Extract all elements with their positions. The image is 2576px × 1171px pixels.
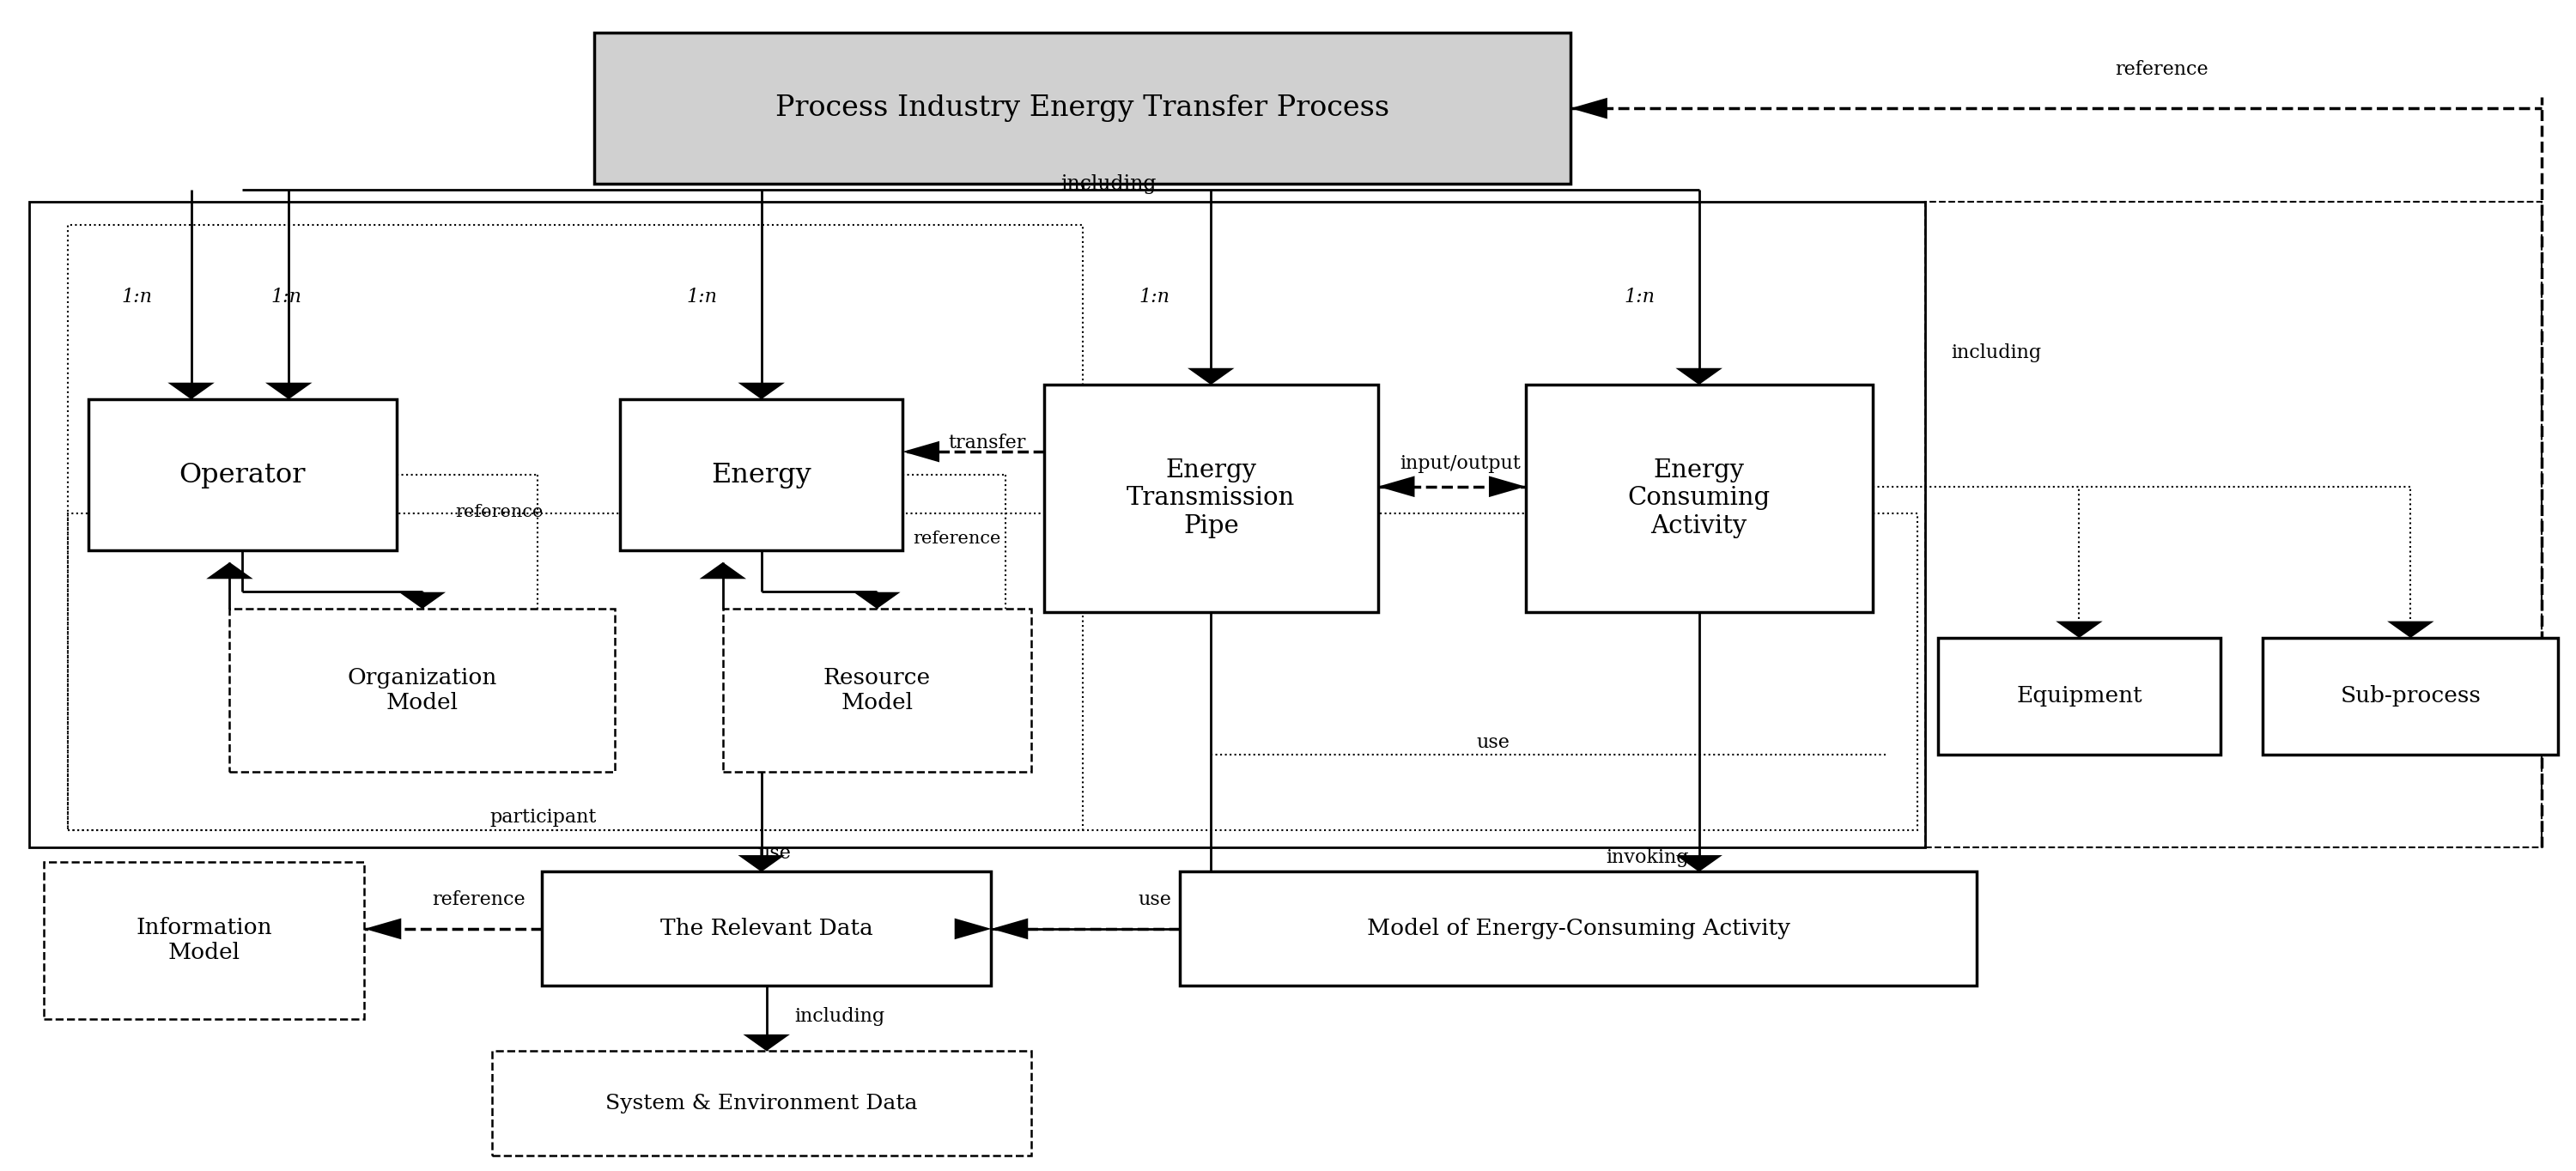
Text: 1:n: 1:n <box>688 287 719 307</box>
Text: Model of Energy-Consuming Activity: Model of Energy-Consuming Activity <box>1368 918 1790 939</box>
Text: 1:n: 1:n <box>1625 287 1656 307</box>
Polygon shape <box>1188 368 1234 385</box>
Polygon shape <box>265 383 312 399</box>
Polygon shape <box>167 383 214 399</box>
Text: transfer: transfer <box>948 434 1025 453</box>
Polygon shape <box>206 562 252 578</box>
Text: Energy: Energy <box>711 461 811 488</box>
Text: Resource
Model: Resource Model <box>824 667 930 713</box>
Text: Organization
Model: Organization Model <box>348 667 497 713</box>
Text: 1:n: 1:n <box>1139 287 1170 307</box>
Polygon shape <box>992 918 1028 939</box>
Text: reference: reference <box>2115 61 2208 80</box>
FancyBboxPatch shape <box>1043 385 1378 611</box>
Text: use: use <box>1476 733 1510 752</box>
Text: including: including <box>796 1007 886 1026</box>
Polygon shape <box>742 1034 791 1052</box>
Text: participant: participant <box>489 808 598 827</box>
Polygon shape <box>1674 368 1723 385</box>
Polygon shape <box>956 918 992 939</box>
Text: The Relevant Data: The Relevant Data <box>659 918 873 939</box>
Text: Energy
Consuming
Activity: Energy Consuming Activity <box>1628 458 1770 537</box>
Text: 1:n: 1:n <box>270 287 301 307</box>
Text: System & Environment Data: System & Environment Data <box>605 1094 917 1114</box>
Polygon shape <box>737 383 786 399</box>
FancyBboxPatch shape <box>44 862 363 1019</box>
Text: Equipment: Equipment <box>2017 685 2143 707</box>
FancyBboxPatch shape <box>88 399 397 550</box>
FancyBboxPatch shape <box>1180 871 1976 986</box>
Text: reference: reference <box>433 890 526 909</box>
Polygon shape <box>1489 475 1525 498</box>
Text: Process Industry Energy Transfer Process: Process Industry Energy Transfer Process <box>775 95 1388 122</box>
Polygon shape <box>1674 855 1723 871</box>
FancyBboxPatch shape <box>2262 638 2558 754</box>
FancyBboxPatch shape <box>595 33 1571 184</box>
Text: input/output: input/output <box>1399 453 1520 473</box>
Text: invoking: invoking <box>1607 848 1690 868</box>
FancyBboxPatch shape <box>492 1052 1030 1156</box>
Text: reference: reference <box>456 504 544 520</box>
Polygon shape <box>701 562 747 578</box>
Text: including: including <box>1950 343 2040 362</box>
FancyBboxPatch shape <box>229 609 616 772</box>
Polygon shape <box>399 593 446 609</box>
Polygon shape <box>363 918 402 939</box>
FancyBboxPatch shape <box>724 609 1030 772</box>
Text: Information
Model: Information Model <box>137 917 273 964</box>
Text: Energy
Transmission
Pipe: Energy Transmission Pipe <box>1126 458 1296 537</box>
Polygon shape <box>2056 622 2102 638</box>
Text: including: including <box>1061 174 1157 194</box>
FancyBboxPatch shape <box>1525 385 1873 611</box>
Text: Sub-process: Sub-process <box>2339 685 2481 707</box>
Text: 1:n: 1:n <box>121 287 152 307</box>
FancyBboxPatch shape <box>28 201 1924 848</box>
FancyBboxPatch shape <box>621 399 902 550</box>
Text: Operator: Operator <box>180 461 307 488</box>
Polygon shape <box>737 855 786 871</box>
FancyBboxPatch shape <box>1937 638 2221 754</box>
Polygon shape <box>1378 475 1414 498</box>
Polygon shape <box>2388 622 2434 638</box>
FancyBboxPatch shape <box>541 871 992 986</box>
Text: use: use <box>1139 890 1172 909</box>
Text: reference: reference <box>912 530 1002 547</box>
Text: use: use <box>757 843 791 863</box>
Polygon shape <box>1571 97 1607 119</box>
Polygon shape <box>853 593 902 609</box>
Polygon shape <box>902 441 940 463</box>
